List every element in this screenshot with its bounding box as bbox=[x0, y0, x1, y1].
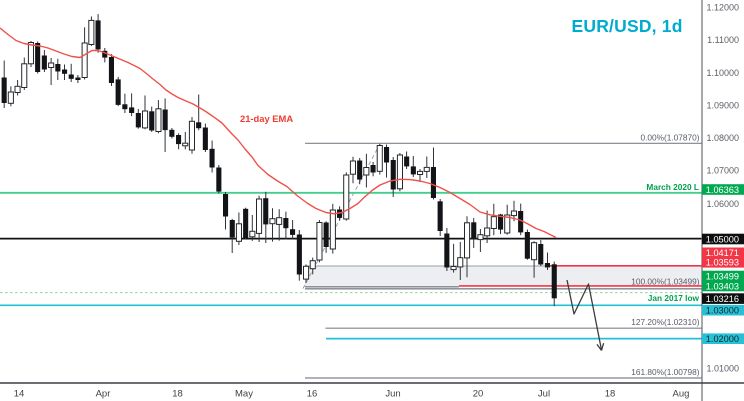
svg-text:1.07000: 1.07000 bbox=[706, 166, 739, 176]
svg-text:1.06000: 1.06000 bbox=[706, 199, 739, 209]
svg-text:21-day EMA: 21-day EMA bbox=[240, 113, 293, 124]
svg-text:0.00%(1.07870): 0.00%(1.07870) bbox=[640, 132, 699, 142]
svg-text:Aug: Aug bbox=[673, 389, 690, 400]
svg-text:1.03593: 1.03593 bbox=[706, 258, 739, 268]
svg-text:1.10000: 1.10000 bbox=[706, 68, 739, 78]
svg-text:1.01000: 1.01000 bbox=[706, 364, 739, 374]
svg-text:1.05000: 1.05000 bbox=[706, 234, 739, 244]
svg-text:18: 18 bbox=[172, 389, 183, 400]
svg-text:1.12000: 1.12000 bbox=[706, 3, 739, 13]
svg-text:1.03499: 1.03499 bbox=[706, 271, 739, 281]
svg-text:1.03403: 1.03403 bbox=[706, 281, 739, 291]
svg-text:161.80%(1.00798): 161.80%(1.00798) bbox=[631, 367, 700, 377]
svg-text:20: 20 bbox=[473, 389, 484, 400]
svg-text:100.00%(1.03499): 100.00%(1.03499) bbox=[631, 276, 700, 286]
svg-text:May: May bbox=[235, 389, 253, 400]
svg-text:1.06363: 1.06363 bbox=[706, 185, 739, 195]
svg-text:16: 16 bbox=[307, 389, 318, 400]
svg-text:1.08000: 1.08000 bbox=[706, 133, 739, 143]
svg-text:1.03216: 1.03216 bbox=[706, 294, 739, 304]
svg-text:EUR/USD, 1d: EUR/USD, 1d bbox=[572, 16, 683, 36]
svg-text:March 2020 L: March 2020 L bbox=[646, 182, 699, 192]
svg-text:1.03000: 1.03000 bbox=[706, 306, 739, 316]
svg-text:Apr: Apr bbox=[96, 389, 111, 400]
svg-text:14: 14 bbox=[14, 389, 25, 400]
svg-text:Jun: Jun bbox=[385, 389, 400, 400]
svg-text:Jul: Jul bbox=[538, 389, 550, 400]
svg-text:Jan 2017 low: Jan 2017 low bbox=[648, 293, 700, 303]
svg-text:1.04171: 1.04171 bbox=[706, 248, 739, 258]
svg-text:127.20%(1.02310): 127.20%(1.02310) bbox=[631, 317, 700, 327]
svg-text:1.11000: 1.11000 bbox=[707, 35, 739, 45]
svg-text:18: 18 bbox=[605, 389, 616, 400]
svg-text:1.09000: 1.09000 bbox=[706, 101, 739, 111]
svg-text:1.02000: 1.02000 bbox=[706, 334, 739, 344]
